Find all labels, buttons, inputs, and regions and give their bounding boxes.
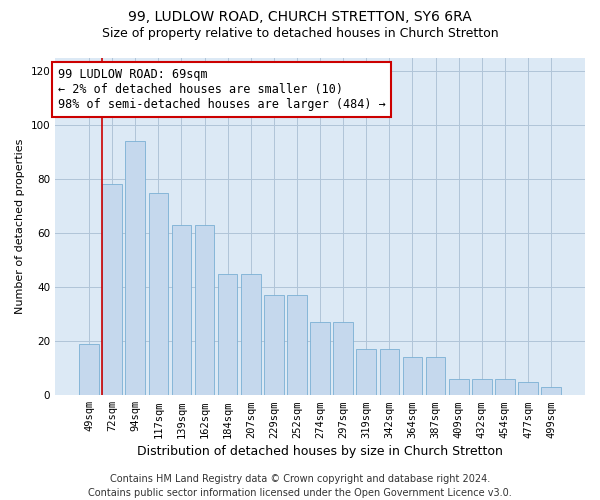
Bar (518, 382, 538, 395)
Bar (172, 225, 191, 395)
Bar (195, 225, 214, 395)
Bar (125, 141, 145, 395)
Bar (403, 358, 422, 395)
Bar (426, 358, 445, 395)
Bar (287, 295, 307, 395)
Bar (149, 192, 168, 395)
Bar (472, 379, 491, 395)
Text: Contains HM Land Registry data © Crown copyright and database right 2024.
Contai: Contains HM Land Registry data © Crown c… (88, 474, 512, 498)
Y-axis label: Number of detached properties: Number of detached properties (15, 138, 25, 314)
Text: 99 LUDLOW ROAD: 69sqm
← 2% of detached houses are smaller (10)
98% of semi-detac: 99 LUDLOW ROAD: 69sqm ← 2% of detached h… (58, 68, 386, 110)
Text: 99, LUDLOW ROAD, CHURCH STRETTON, SY6 6RA: 99, LUDLOW ROAD, CHURCH STRETTON, SY6 6R… (128, 10, 472, 24)
Bar (356, 350, 376, 395)
Bar (103, 184, 122, 395)
Bar (495, 379, 515, 395)
Bar (264, 295, 284, 395)
Bar (449, 379, 469, 395)
Bar (334, 322, 353, 395)
Bar (310, 322, 330, 395)
Text: Size of property relative to detached houses in Church Stretton: Size of property relative to detached ho… (101, 28, 499, 40)
Bar (380, 350, 399, 395)
X-axis label: Distribution of detached houses by size in Church Stretton: Distribution of detached houses by size … (137, 444, 503, 458)
Bar (79, 344, 99, 395)
Bar (218, 274, 238, 395)
Bar (241, 274, 260, 395)
Bar (541, 387, 561, 395)
